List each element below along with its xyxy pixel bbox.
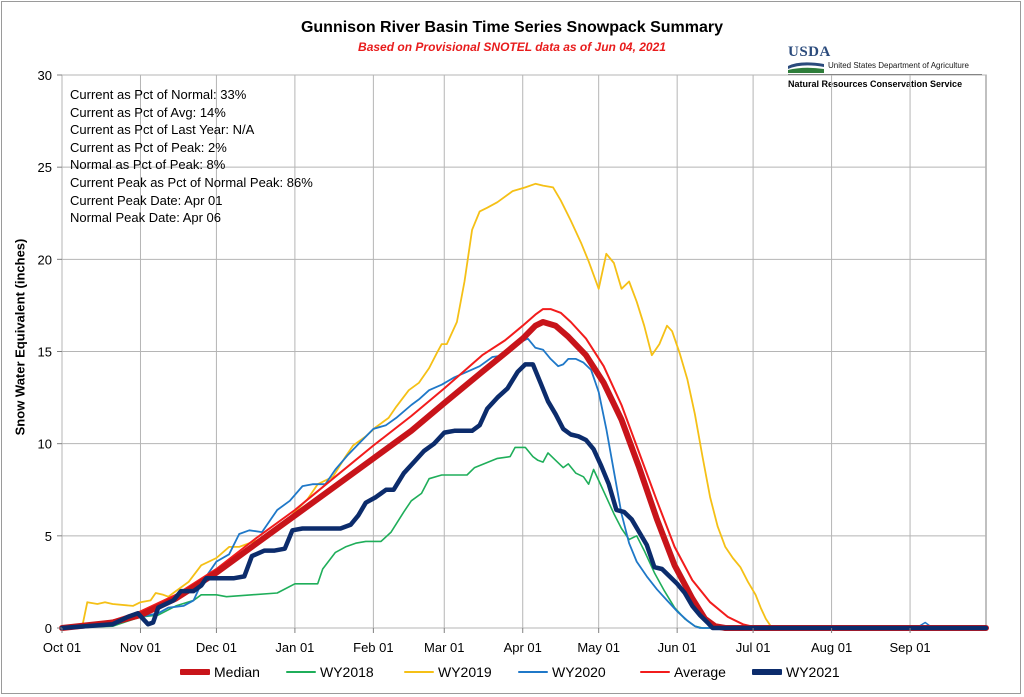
y-tick-label: 5 [45,529,52,544]
y-tick-label: 15 [38,345,52,360]
series-line-average [61,308,987,629]
stat-normal-pct-peak: Normal as Pct of Peak: 8% [70,157,226,173]
x-tick-label: Aug 01 [811,640,852,655]
chart-axes: 0 5 10 15 20 25 30 Oct 01 Nov 01 Dec 01 Jan 01 Feb … [38,68,931,655]
y-tick-label: 20 [38,252,52,267]
series-line-median [59,319,989,631]
legend-label-wy2018: WY2018 [320,664,374,680]
x-tick-label: Dec 01 [196,640,237,655]
x-tick-label: Feb 01 [353,640,393,655]
usda-mark: USDA [788,44,831,60]
legend-swatch-average [640,671,670,673]
stat-pct-last-year: Current as Pct of Last Year: N/A [70,122,255,138]
series-line-wy2019 [61,182,987,629]
y-tick-label: 0 [45,621,52,636]
stat-pct-peak: Current as Pct of Peak: 2% [70,139,227,155]
x-tick-label: Sep 01 [889,640,930,655]
stat-peak-pct-normal-peak: Current Peak as Pct of Normal Peak: 86% [70,174,313,190]
legend-swatch-wy2019 [404,671,434,673]
x-tick-label: Oct 01 [43,640,81,655]
y-tick-label: 30 [38,68,52,83]
x-tick-label: Jul 01 [736,640,771,655]
legend-label-median: Median [214,664,260,680]
legend-label-wy2019: WY2019 [438,664,492,680]
chart-series [59,182,989,631]
x-tick-label: Jun 01 [658,640,697,655]
x-tick-label: Nov 01 [120,640,161,655]
x-tick-label: Mar 01 [424,640,464,655]
legend-label-average: Average [674,664,726,680]
chart-legend: Median WY2018 WY2019 WY2020 Average WY20… [0,662,1024,682]
y-axis-label: Snow Water Equivalent (inches) [12,238,28,436]
stat-normal-peak-date: Normal Peak Date: Apr 06 [70,210,222,226]
chart-title: Gunnison River Basin Time Series Snowpac… [300,19,724,36]
stat-pct-avg: Current as Pct of Avg: 14% [70,104,226,120]
legend-swatch-wy2020 [518,671,548,673]
chart-subtitle: Based on Provisional SNOTEL data as of J… [358,40,666,54]
legend-label-wy2020: WY2020 [552,664,606,680]
x-tick-label: May 01 [577,640,620,655]
series-line-wy2018 [61,446,987,629]
series-line-wy2020 [61,337,987,629]
usda-department-name: United States Department of Agriculture [828,61,969,70]
stat-pct-normal: Current as Pct of Normal: 33% [70,87,247,102]
usda-leaf-icon [788,62,824,73]
x-tick-label: Apr 01 [504,640,542,655]
stat-current-peak-date: Current Peak Date: Apr 01 [70,192,223,208]
legend-swatch-wy2018 [286,671,316,673]
legend-swatch-median [180,669,210,675]
series-line-wy2021 [59,362,989,631]
stats-panel: Current as Pct of Normal: 33% Current as… [70,86,313,227]
legend-swatch-wy2021 [752,669,782,675]
legend-label-wy2021: WY2021 [786,664,840,680]
y-tick-label: 25 [38,160,52,175]
x-tick-label: Jan 01 [275,640,314,655]
y-tick-label: 10 [38,437,52,452]
usda-agency-name: Natural Resources Conservation Service [788,79,963,89]
